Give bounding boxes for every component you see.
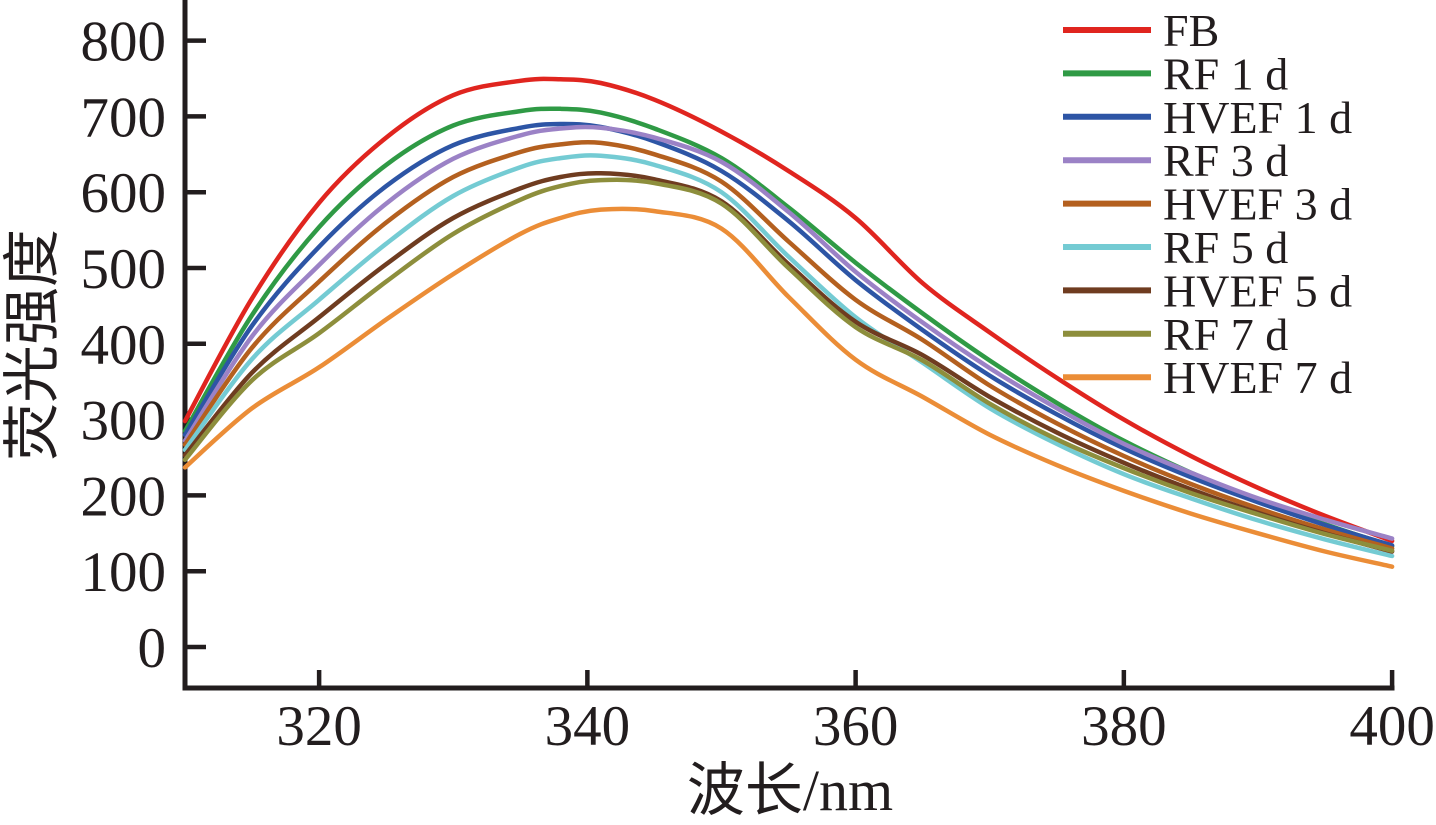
y-tick-label: 400	[81, 314, 167, 377]
legend-label-hvef-1-d: HVEF 1 d	[1163, 92, 1352, 143]
y-tick-label: 600	[81, 162, 167, 225]
series-line-hvef-1-d	[182, 121, 1395, 548]
x-tick-label: 360	[813, 695, 899, 758]
legend-label-rf-7-d: RF 7 d	[1163, 309, 1288, 360]
series-line-hvef-3-d	[182, 139, 1395, 551]
legend-label-hvef-5-d: HVEF 5 d	[1163, 265, 1352, 316]
series-line-rf-5-d	[182, 153, 1395, 559]
legend-label-hvef-3-d: HVEF 3 d	[1163, 179, 1352, 230]
legend-label-rf-5-d: RF 5 d	[1163, 222, 1288, 273]
y-tick-label: 500	[81, 238, 167, 301]
x-tick-label: 340	[545, 695, 631, 758]
y-axis-title: 荧光强度	[0, 229, 65, 462]
series-line-hvef-7-d	[182, 206, 1395, 569]
y-tick-label: 700	[81, 86, 167, 149]
x-tick-label: 380	[1081, 695, 1167, 758]
y-tick-label: 300	[81, 390, 167, 453]
series-line-rf-3-d	[182, 124, 1395, 541]
legend-label-rf-1-d: RF 1 d	[1163, 48, 1288, 99]
legend-label-fb: FB	[1163, 5, 1219, 56]
y-tick-label: 100	[81, 541, 167, 604]
x-tick-label: 400	[1349, 695, 1435, 758]
x-axis-title: 波长/nm	[686, 758, 894, 823]
x-tick-label: 320	[276, 695, 362, 758]
y-tick-label: 800	[81, 11, 167, 74]
y-tick-label: 200	[81, 465, 167, 528]
y-tick-label: 0	[138, 617, 167, 680]
series-line-fb	[182, 76, 1395, 544]
series-line-rf-7-d	[182, 177, 1395, 553]
legend-label-rf-3-d: RF 3 d	[1163, 135, 1288, 186]
legend-label-hvef-7-d: HVEF 7 d	[1163, 352, 1352, 403]
